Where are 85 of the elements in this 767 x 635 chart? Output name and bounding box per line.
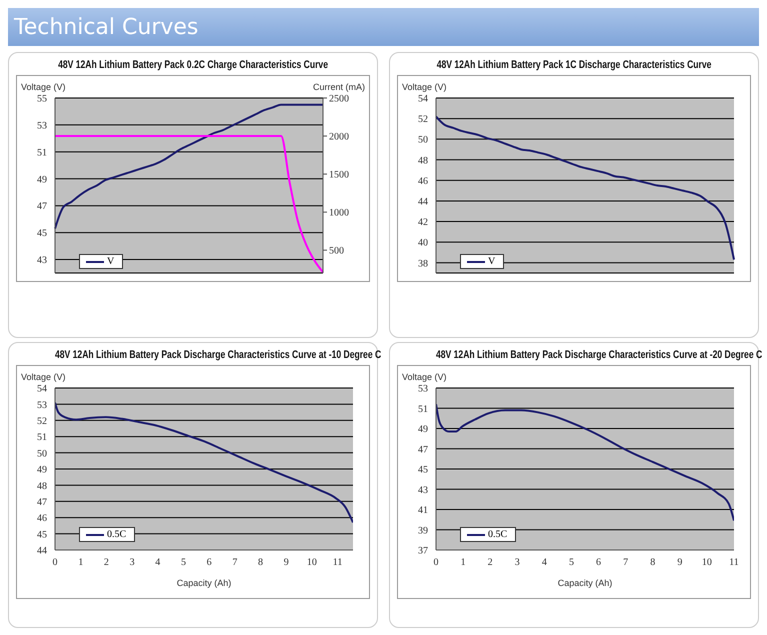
x-tick-label: 8: [258, 557, 264, 568]
y-axis-title: Voltage (V): [402, 372, 447, 382]
x-tick-label: 7: [623, 557, 628, 568]
x-tick-label: 4: [155, 557, 160, 568]
x-tick-label: 8: [650, 557, 656, 568]
x-tick-label: 1: [78, 557, 84, 568]
y-tick-label: 49: [418, 424, 428, 436]
line-series: [55, 402, 353, 524]
x-tick-label: 5: [568, 557, 574, 568]
y-tick-label: 52: [418, 114, 428, 126]
x-tick-label: 3: [514, 557, 520, 568]
y-tick-label: 47: [37, 496, 47, 508]
y2-tick-label: 2500: [329, 94, 349, 105]
y-axis-title: Voltage (V): [21, 82, 66, 92]
y-tick-label: 45: [418, 464, 428, 476]
y-tick-label: 38: [418, 258, 428, 270]
y-axis-title: Voltage (V): [402, 82, 447, 92]
line-series: [54, 104, 324, 230]
y-tick-label: 51: [37, 432, 47, 444]
legend-label: 0.5C: [488, 529, 508, 540]
legend-label: V: [107, 256, 114, 267]
x-axis-title: Capacity (Ah): [558, 578, 612, 588]
x-tick-label: 3: [130, 557, 135, 568]
legend-label: 0.5C: [107, 529, 126, 540]
y2-tick-label: 2000: [329, 132, 349, 143]
y-tick-label: 42: [418, 217, 428, 228]
x-tick-label: 2: [488, 557, 493, 568]
x-axis-title: Capacity (Ah): [176, 578, 232, 588]
y2-tick-label: 500: [329, 246, 344, 257]
y-tick-label: 54: [418, 94, 428, 105]
chart-title: 48V 12Ah Lithium Battery Pack 0.2C Charge Characteristics Curve: [58, 58, 328, 73]
y-tick-label: 37: [418, 546, 428, 557]
y-tick-label: 46: [37, 513, 47, 524]
y-tick-label: 45: [37, 529, 47, 540]
x-tick-label: 2: [104, 557, 109, 568]
y-tick-label: 53: [37, 400, 47, 411]
y-tick-label: 51: [37, 147, 47, 158]
y-tick-label: 50: [37, 448, 47, 460]
text: Technical Curves: [14, 14, 198, 40]
y-tick-label: 47: [418, 444, 428, 456]
x-tick-label: 0: [434, 557, 438, 568]
x-tick-label: 11: [332, 557, 342, 568]
x-tick-label: 1: [460, 557, 466, 568]
y-tick-label: 53: [418, 384, 428, 395]
x-tick-label: 7: [232, 557, 238, 568]
line-series: [436, 403, 734, 522]
y-tick-label: 39: [418, 525, 428, 536]
y-tick-label: 40: [418, 238, 428, 249]
legend-label: V: [488, 256, 496, 267]
x-tick-label: 6: [206, 557, 212, 568]
y-tick-label: 44: [418, 196, 428, 208]
x-tick-label: 0: [52, 557, 58, 568]
y2-tick-label: 1500: [329, 170, 349, 181]
y-tick-label: 54: [37, 384, 47, 395]
y-tick-label: 52: [37, 416, 47, 427]
y-tick-label: 48: [37, 480, 47, 492]
y2-tick-label: 1000: [329, 208, 349, 219]
x-tick-label: 9: [284, 557, 289, 568]
y-axis-title: Voltage (V): [21, 372, 66, 382]
x-tick-label: 10: [306, 557, 317, 568]
x-tick-label: 5: [180, 557, 186, 568]
x-tick-label: 11: [729, 557, 739, 568]
x-tick-label: 4: [542, 557, 547, 568]
chart-title: 48V 12Ah Lithium Battery Pack Discharge Characteristics Curve at -20 Degree C: [436, 348, 762, 363]
y-tick-label: 43: [37, 255, 47, 266]
chart-title: 48V 12Ah Lithium Battery Pack Discharge Characteristics Curve at -10 Degree C: [55, 348, 382, 363]
y-tick-label: 43: [418, 484, 428, 496]
y-tick-label: 51: [418, 404, 428, 415]
y-tick-label: 44: [37, 546, 47, 557]
y-tick-label: 41: [418, 505, 428, 516]
y-tick-label: 46: [418, 176, 428, 187]
y-tick-label: 48: [418, 155, 428, 166]
x-tick-label: 10: [702, 557, 712, 568]
x-tick-label: 9: [677, 557, 682, 568]
line-series: [54, 135, 324, 273]
y-tick-label: 50: [418, 134, 428, 146]
y-tick-label: 53: [37, 120, 47, 132]
y-tick-label: 45: [37, 228, 47, 240]
chart-title: 48V 12Ah Lithium Battery Pack 1C Discharge Characteristics Curve: [436, 58, 712, 73]
x-tick-label: 6: [596, 557, 602, 568]
y-tick-label: 47: [37, 201, 47, 212]
y-tick-label: 49: [37, 464, 47, 476]
y-tick-label: 55: [37, 94, 47, 105]
y2-axis-title: Current (mA): [312, 82, 365, 92]
y-tick-label: 49: [37, 174, 47, 186]
